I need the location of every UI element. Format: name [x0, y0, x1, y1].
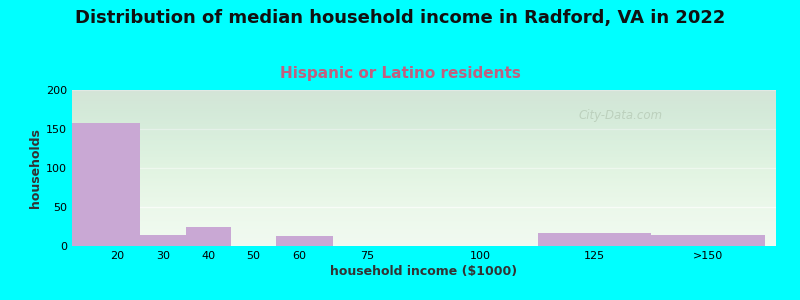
Bar: [276, 236, 333, 246]
Bar: [651, 235, 765, 246]
Bar: [140, 235, 186, 246]
X-axis label: household income ($1000): household income ($1000): [330, 265, 518, 278]
Bar: [186, 226, 231, 246]
Text: Hispanic or Latino residents: Hispanic or Latino residents: [279, 66, 521, 81]
Text: City-Data.com: City-Data.com: [579, 109, 663, 122]
Bar: [538, 233, 651, 246]
Y-axis label: households: households: [29, 128, 42, 208]
Bar: [72, 123, 140, 246]
Text: Distribution of median household income in Radford, VA in 2022: Distribution of median household income …: [75, 9, 725, 27]
